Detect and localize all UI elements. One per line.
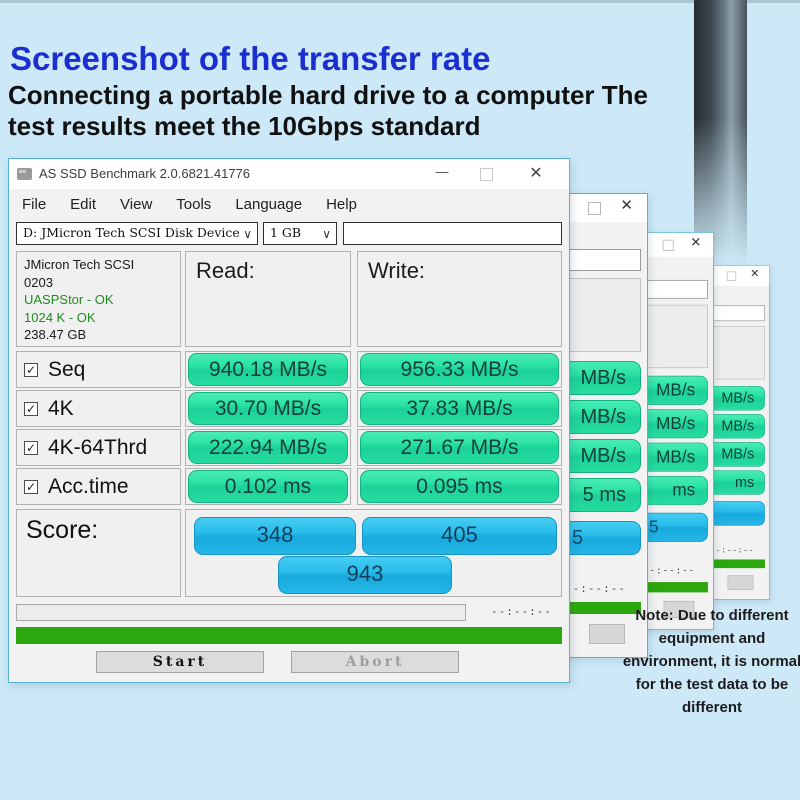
row-label-text: 4K-64Thrd: [48, 435, 148, 459]
drive-info-line: 0203: [24, 274, 53, 290]
button-fragment[interactable]: [589, 624, 625, 644]
check-icon: ✓: [25, 479, 37, 494]
row-label-seq: ✓ Seq: [16, 351, 181, 388]
checkbox-4k[interactable]: ✓: [24, 401, 38, 416]
row-label-text: Acc.time: [48, 474, 129, 498]
write-value-cell: 37.83 MB/s: [357, 390, 562, 427]
maximize-button[interactable]: [726, 271, 737, 281]
close-button[interactable]: ✕: [690, 235, 702, 250]
close-button[interactable]: ✕: [529, 165, 543, 182]
close-button[interactable]: ✕: [750, 267, 760, 281]
page-subtitle-line: test results meet the 10Gbps standard: [8, 111, 481, 141]
check-icon: ✓: [25, 440, 37, 455]
app-icon: [17, 168, 32, 180]
drive-select[interactable]: D: JMicron Tech SCSI Disk Device ∨: [16, 222, 258, 245]
page-title: Screenshot of the transfer rate: [10, 40, 491, 77]
note-text: Note: Due to different equipment and envir…: [612, 604, 800, 719]
chevron-down-icon: ∨: [322, 227, 331, 241]
row-label-text: 4K: [48, 396, 74, 420]
maximize-button[interactable]: [480, 168, 493, 181]
drive-info-line: 238.47 GB: [24, 327, 87, 342]
note-line: equipment and: [658, 630, 766, 647]
row-label-4k: ✓ 4K: [16, 390, 181, 427]
drive-info-line: JMicron Tech SCSI: [24, 257, 135, 272]
menu-item-language[interactable]: Language: [235, 195, 303, 213]
write-value-cell: 956.33 MB/s: [357, 351, 562, 388]
write-value-pill: 271.67 MB/s: [360, 431, 559, 464]
title-bar: AS SSD Benchmark 2.0.6821.41776 — ✕: [9, 159, 569, 189]
menu-bar: File Edit View Tools Language Help: [9, 189, 569, 219]
score-total-pill: 943: [278, 556, 452, 594]
read-value-cell: 940.18 MB/s: [185, 351, 351, 388]
check-icon: ✓: [25, 401, 37, 416]
read-value-pill: 940.18 MB/s: [188, 353, 348, 386]
write-value-pill: 37.83 MB/s: [360, 392, 559, 425]
test-size-value: 1 GB: [270, 225, 302, 240]
drive-info-line: 1024 K - OK: [24, 309, 96, 325]
checkbox-4k-64thrd[interactable]: ✓: [24, 440, 38, 455]
page-subtitle-line: Connecting a portable hard drive to a co…: [8, 80, 648, 110]
elapsed-time: --:--:--: [642, 564, 696, 577]
score-area: 348 405 943: [185, 509, 562, 597]
read-value-pill: 30.70 MB/s: [188, 392, 348, 425]
elapsed-time: --:--:--: [565, 582, 626, 595]
close-button[interactable]: ✕: [620, 197, 633, 214]
drive-info-panel: JMicron Tech SCSI 0203 UASPStor - OK 1024 K…: [16, 251, 181, 347]
score-label: Score:: [16, 509, 181, 597]
button-fragment[interactable]: [663, 600, 695, 619]
abort-button[interactable]: Abort: [291, 651, 459, 673]
score-read-pill: 348: [194, 517, 356, 555]
checkbox-acc.time[interactable]: ✓: [24, 479, 38, 494]
menu-item-file[interactable]: File: [22, 195, 47, 213]
read-value-cell: 30.70 MB/s: [185, 390, 351, 427]
status-bar: [16, 604, 466, 621]
write-column-header: Write:: [357, 251, 562, 347]
write-value-pill: 956.33 MB/s: [360, 353, 559, 386]
elapsed-time: --:--:--: [491, 605, 552, 618]
test-size-select[interactable]: 1 GB ∨: [263, 222, 337, 245]
cable-pillar: [694, 0, 747, 265]
chevron-down-icon: ∨: [243, 227, 252, 241]
drive-select-value: D: JMicron Tech SCSI Disk Device: [23, 225, 240, 240]
score-write-pill: 405: [362, 517, 557, 555]
checkbox-seq[interactable]: ✓: [24, 362, 38, 377]
row-label-4k-64thrd: ✓ 4K-64Thrd: [16, 429, 181, 466]
menu-item-tools[interactable]: Tools: [176, 195, 212, 213]
read-column-header: Read:: [185, 251, 351, 347]
read-value-pill: 222.94 MB/s: [188, 431, 348, 464]
menu-item-view[interactable]: View: [120, 195, 153, 213]
read-value-cell: 222.94 MB/s: [185, 429, 351, 466]
progress-bar: [16, 627, 562, 644]
as-ssd-benchmark-window: AS SSD Benchmark 2.0.6821.41776 — ✕ File…: [8, 158, 570, 683]
row-label-text: Seq: [48, 357, 86, 381]
write-value-cell: 271.67 MB/s: [357, 429, 562, 466]
maximize-button[interactable]: [662, 239, 674, 251]
start-button[interactable]: Start: [96, 651, 264, 673]
elapsed-time: --:--:--: [710, 545, 755, 555]
page-subtitle: Connecting a portable hard drive to a co…: [8, 80, 648, 142]
note-line: different: [682, 699, 742, 716]
window-title: AS SSD Benchmark 2.0.6821.41776: [39, 166, 251, 181]
write-value-cell: 0.095 ms: [357, 468, 562, 505]
read-value-cell: 0.102 ms: [185, 468, 351, 505]
note-line: environment, it is normal: [622, 653, 800, 670]
note-line: Note: Due to different: [635, 607, 789, 624]
drive-info-line: UASPStor - OK: [24, 292, 114, 307]
row-label-acc.time: ✓ Acc.time: [16, 468, 181, 505]
minimize-button[interactable]: —: [435, 164, 449, 179]
value-field[interactable]: [343, 222, 562, 245]
button-fragment[interactable]: [727, 575, 754, 590]
read-value-pill: 0.102 ms: [188, 470, 348, 503]
check-icon: ✓: [25, 362, 37, 377]
menu-item-edit[interactable]: Edit: [70, 195, 97, 213]
write-value-pill: 0.095 ms: [360, 470, 559, 503]
note-line: for the test data to be: [635, 676, 789, 693]
top-edge-strip: [0, 0, 800, 3]
maximize-button[interactable]: [588, 202, 601, 215]
menu-item-help[interactable]: Help: [326, 195, 357, 213]
